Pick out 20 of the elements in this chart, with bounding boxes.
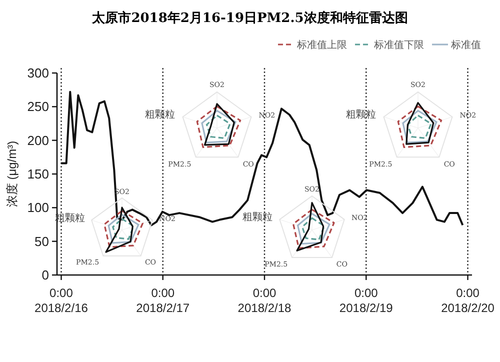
y-tick-label: 250 (27, 99, 49, 114)
y-tick-label: 300 (27, 66, 49, 80)
x-tick-label: 0:00 2018/2/19 (339, 286, 394, 315)
y-tick-label: 0 (42, 268, 49, 282)
y-tick-label: 50 (34, 234, 49, 249)
legend-label: 标准值上限 (296, 39, 347, 51)
y-axis-title: 浓度 (μg/m³) (5, 140, 19, 208)
y-tick-label: 150 (27, 166, 49, 182)
x-tick-label: 0:00 2018/2/17 (136, 286, 190, 315)
x-tick-label: 0:00 2018/2/18 (238, 286, 292, 315)
legend-label: 标准值下限 (373, 39, 424, 51)
chart-title: 太原市2018年2月16-19日PM2.5浓度和特征雷达图 (91, 10, 408, 26)
y-tick-label: 200 (27, 132, 49, 148)
x-tick-label: 0:00 2018/2/16 (34, 286, 88, 315)
spoke-label: 粗颗粒 (242, 212, 273, 224)
spoke-label: 粗颗粒 (346, 109, 376, 120)
x-tick-label: 0:00 2018/2/20 (441, 286, 495, 315)
legend-label: 标准值 (450, 39, 481, 51)
spoke-label: 粗颗粒 (145, 109, 176, 120)
y-tick-label: 100 (27, 200, 49, 216)
